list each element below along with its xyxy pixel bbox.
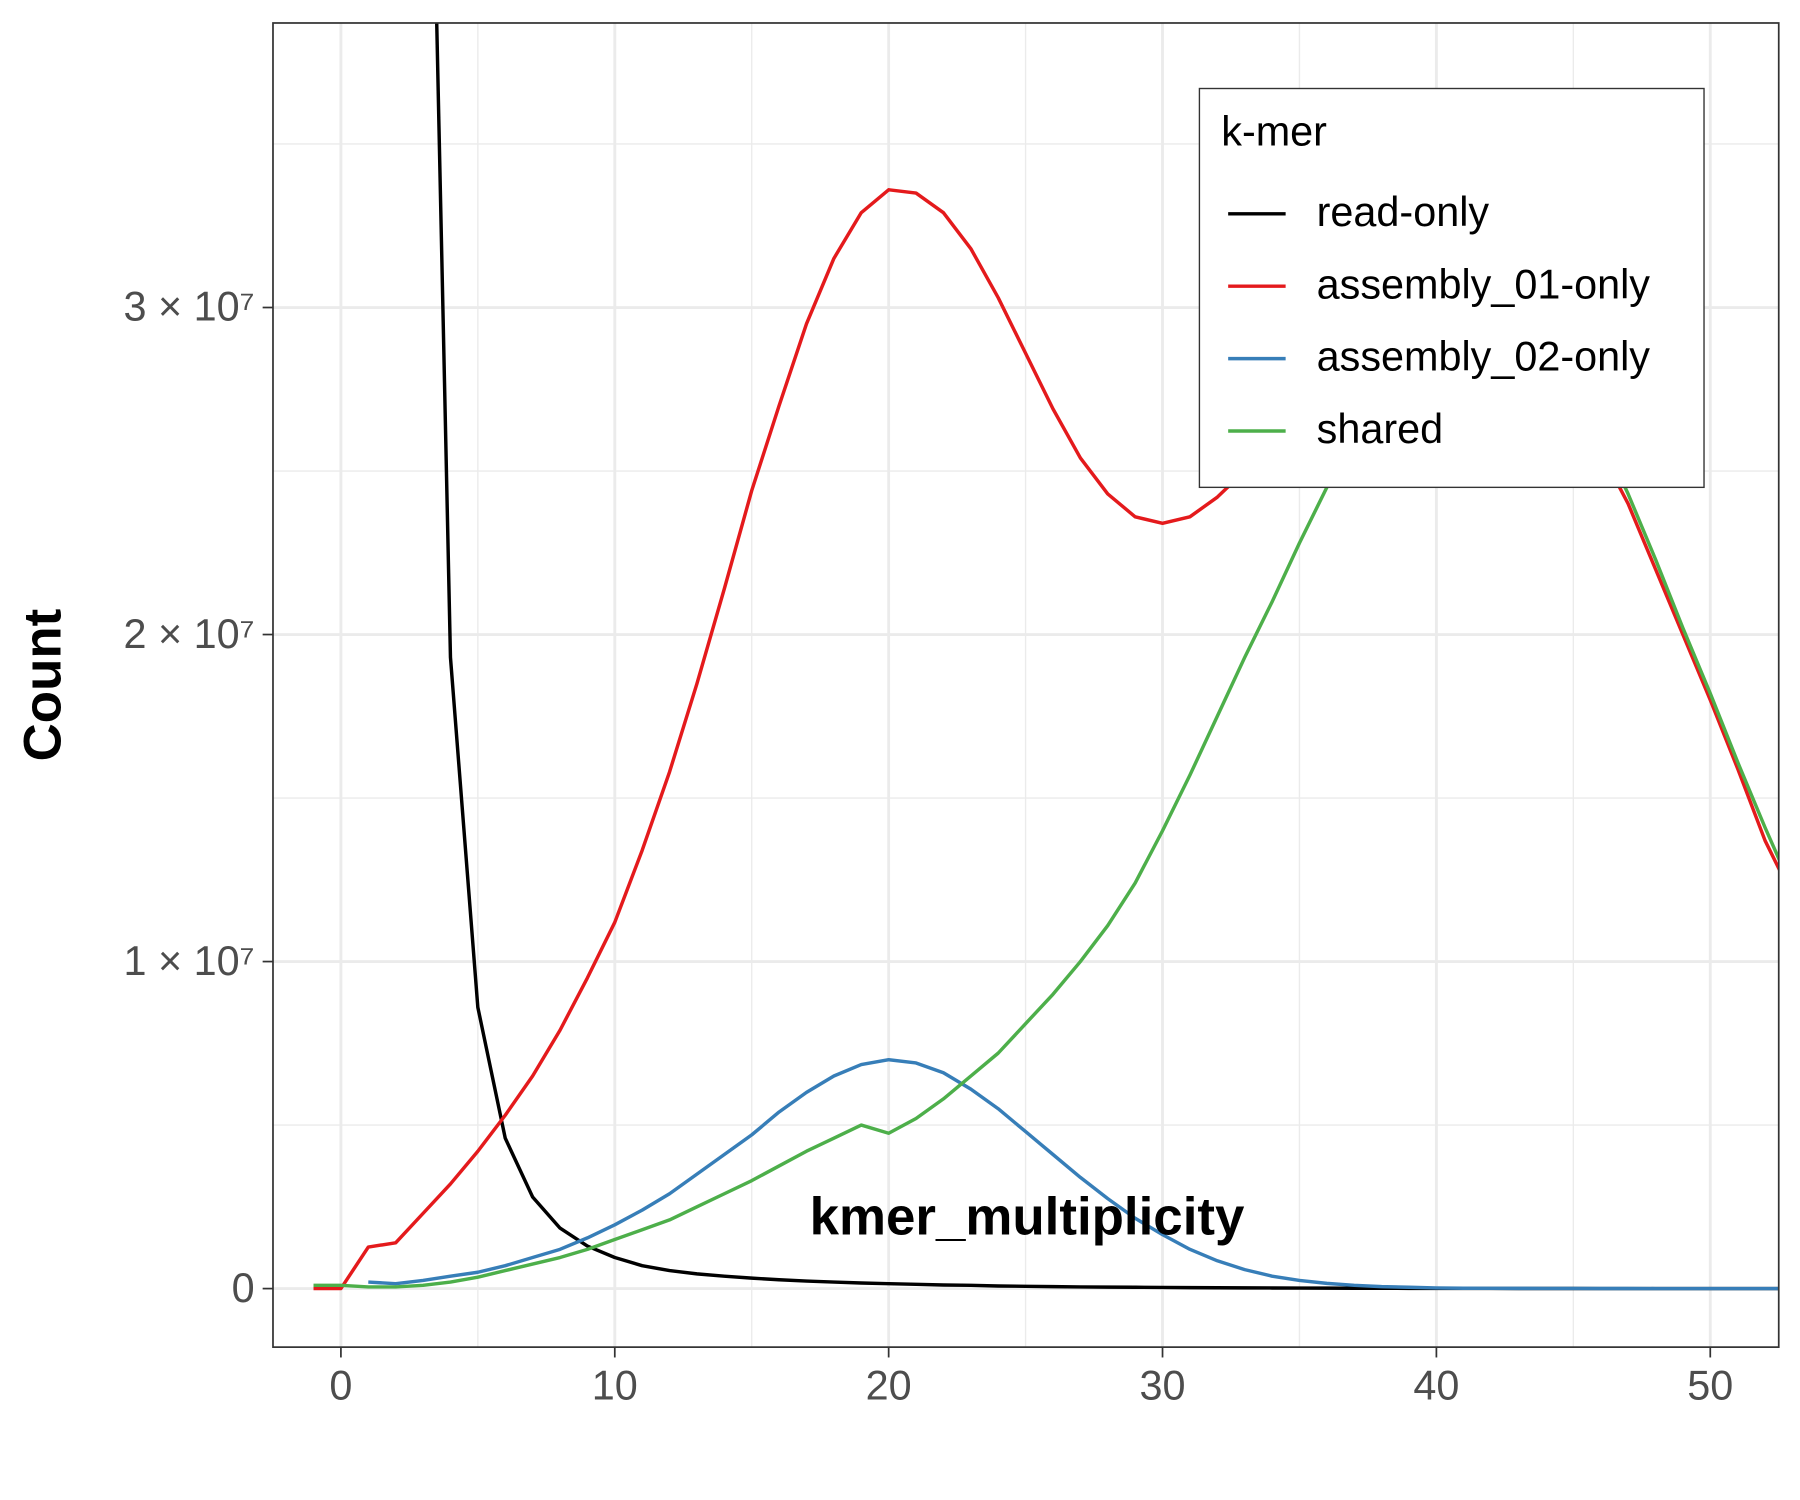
y-axis-title: Count [14, 609, 73, 762]
x-tick-label: 30 [1140, 1362, 1186, 1408]
legend-label: assembly_02-only [1317, 334, 1651, 380]
x-axis-title: kmer_multiplicity [810, 1188, 1245, 1247]
x-tick-label: 40 [1413, 1362, 1459, 1408]
x-tick-label: 0 [329, 1362, 352, 1408]
axes: 0 10 20 30 40 50 0 1 × 10⁷ 2 × 10⁷ 3 × 10⁷ [123, 284, 1733, 1409]
legend-label: assembly_01-only [1317, 261, 1651, 307]
legend-label: read-only [1317, 189, 1490, 235]
x-tick-label: 10 [592, 1362, 638, 1408]
y-tick-label: 3 × 10⁷ [123, 284, 254, 330]
legend: k-mer read-only assembly_01-only assembly_0… [1198, 87, 1705, 489]
x-tick-label: 20 [866, 1362, 912, 1408]
panel-border [272, 22, 1780, 1348]
x-tick-label: 50 [1687, 1362, 1733, 1408]
legend-label: shared [1317, 406, 1443, 452]
y-tick-label: 2 × 10⁷ [123, 611, 254, 657]
y-tick-label: 0 [232, 1265, 255, 1311]
y-tick-label: 1 × 10⁷ [123, 938, 254, 984]
series-line [368, 1057, 1779, 1291]
legend-title: k-mer [1221, 108, 1327, 154]
